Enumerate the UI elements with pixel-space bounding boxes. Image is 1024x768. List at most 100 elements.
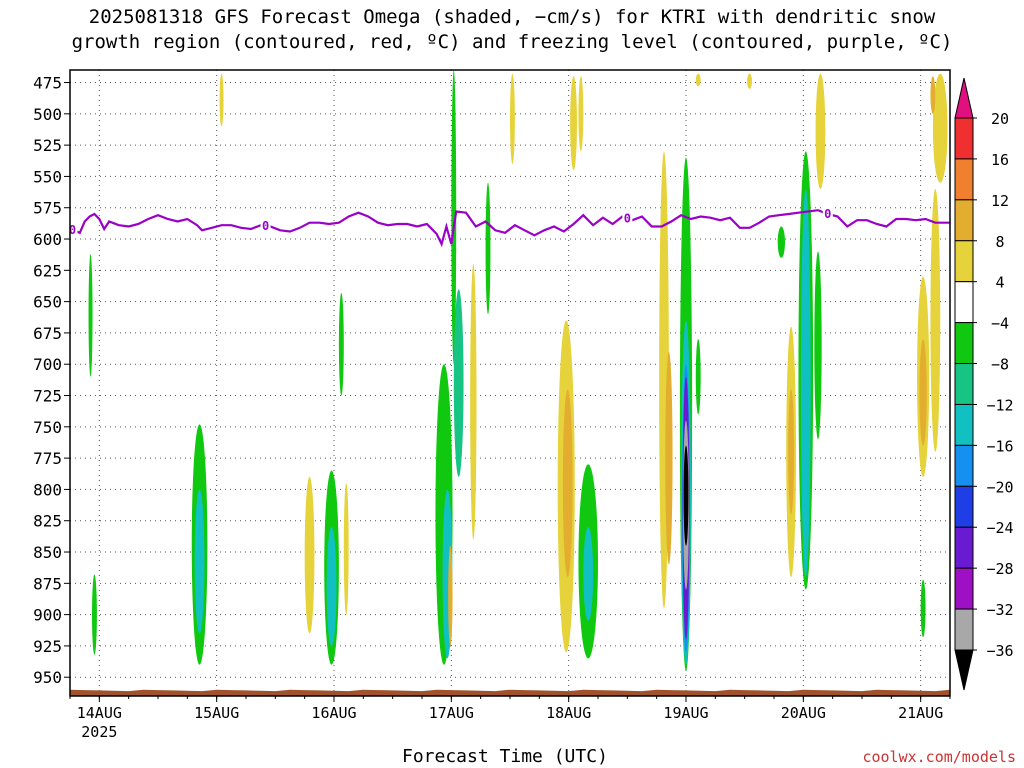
omega-region — [683, 445, 689, 546]
omega-region — [343, 483, 349, 615]
y-tick-label: 750 — [33, 418, 62, 437]
colorbar-label: −36 — [986, 642, 1013, 660]
colorbar-label: −12 — [986, 396, 1013, 414]
omega-region — [747, 73, 752, 89]
omega-region — [451, 70, 457, 365]
colorbar-label: 4 — [995, 274, 1004, 292]
y-tick-label: 775 — [33, 449, 62, 468]
omega-region — [338, 292, 344, 396]
omega-region — [448, 545, 453, 646]
colorbar-label: 8 — [995, 233, 1004, 251]
x-tick-label: 17AUG — [429, 704, 474, 722]
colorbar-bin — [954, 240, 974, 283]
omega-region — [570, 76, 577, 171]
omega-region — [583, 526, 594, 621]
y-tick-label: 725 — [33, 387, 62, 406]
y-tick-label: 900 — [33, 606, 62, 625]
omega-region — [695, 73, 701, 87]
y-tick-label: 925 — [33, 637, 62, 656]
colorbar-label: −28 — [986, 560, 1013, 578]
chart-title-line1: 2025081318 GFS Forecast Omega (shaded, −… — [88, 6, 936, 28]
chart-title-line2: growth region (contoured, red, ºC) and f… — [71, 31, 953, 53]
colorbar-bin — [954, 117, 974, 160]
x-tick-label: 18AUG — [546, 704, 591, 722]
x-tick-label: 21AUG — [898, 704, 943, 722]
omega-region — [510, 73, 515, 164]
omega-region — [578, 76, 584, 152]
x-tick-label: 16AUG — [311, 704, 356, 722]
colorbar-bin — [954, 608, 974, 651]
freezing-level-label: 0 — [624, 211, 631, 225]
terrain-strip — [70, 689, 950, 696]
colorbar: 20 16 12 8 4 −4 −8 −12 −16 −20 −24 −28 −32 −36 — [954, 77, 1014, 691]
y-tick-label: 950 — [33, 668, 62, 687]
freezing-label-bg — [822, 205, 833, 220]
freezing-level-label: 0 — [824, 207, 831, 221]
omega-region — [304, 476, 315, 634]
y-tick-label: 525 — [33, 136, 62, 155]
omega-region — [562, 389, 573, 578]
omega-region — [665, 351, 673, 565]
colorbar-bin — [954, 158, 974, 201]
y-axis: 475 500 525 550 575 600 625 650 675 700 725 750 775 8… — [33, 74, 70, 687]
colorbar-label: −8 — [991, 356, 1009, 374]
y-tick-label: 600 — [33, 230, 62, 249]
y-tick-label: 675 — [33, 324, 62, 343]
colorbar-bin — [954, 567, 974, 610]
freezing-level-contour: 0 0 0 0 — [70, 205, 950, 248]
omega-region — [920, 579, 926, 638]
colorbar-bin — [954, 403, 974, 446]
y-tick-label: 550 — [33, 167, 62, 186]
y-tick-label: 575 — [33, 199, 62, 218]
x-tick-label: 15AUG — [194, 704, 239, 722]
omega-region — [198, 526, 204, 615]
terrain-fill — [70, 689, 950, 696]
omega-region — [485, 182, 491, 315]
colorbar-bottom-arrow — [954, 649, 974, 691]
omega-region — [815, 73, 826, 189]
omega-region — [88, 254, 93, 377]
omega-region — [326, 526, 337, 646]
freezing-label-bg — [70, 221, 78, 236]
freezing-label-bg — [260, 217, 271, 232]
colorbar-bin — [954, 281, 974, 324]
y-tick-label: 825 — [33, 512, 62, 531]
y-tick-label: 475 — [33, 74, 62, 93]
colorbar-label: −32 — [986, 601, 1013, 619]
x-axis-title: Forecast Time (UTC) — [402, 746, 608, 767]
omega-region — [695, 339, 701, 415]
omega-region — [800, 188, 811, 578]
omega-shading — [88, 70, 948, 671]
y-tick-label: 625 — [33, 261, 62, 280]
colorbar-bin — [954, 485, 974, 528]
omega-region — [788, 389, 795, 515]
colorbar-bin — [954, 444, 974, 487]
colorbar-label: −4 — [991, 315, 1009, 333]
freezing-level-label: 0 — [262, 219, 269, 233]
x-tick-sublabel: 2025 — [81, 723, 117, 741]
colorbar-label: 12 — [991, 192, 1009, 210]
y-tick-label: 500 — [33, 105, 62, 124]
omega-region — [453, 289, 464, 477]
colorbar-bin — [954, 363, 974, 405]
omega-region — [930, 76, 936, 114]
x-tick-label: 14AUG — [77, 704, 122, 722]
colorbar-bin — [954, 199, 974, 242]
colorbar-bin — [954, 322, 974, 365]
colorbar-bin — [954, 526, 974, 569]
omega-region — [814, 251, 822, 440]
x-tick-label: 19AUG — [663, 704, 708, 722]
x-tick-label: 20AUG — [781, 704, 826, 722]
omega-region — [932, 73, 948, 183]
omega-region — [930, 188, 941, 452]
omega-region — [777, 226, 785, 258]
y-tick-label: 650 — [33, 293, 62, 312]
credit-link[interactable]: coolwx.com/models — [862, 748, 1016, 766]
omega-region — [219, 73, 224, 127]
colorbar-top-arrow — [954, 77, 974, 119]
colorbar-label: 16 — [991, 151, 1009, 169]
y-tick-label: 700 — [33, 355, 62, 374]
y-tick-label: 800 — [33, 480, 62, 499]
omega-region — [919, 339, 927, 446]
